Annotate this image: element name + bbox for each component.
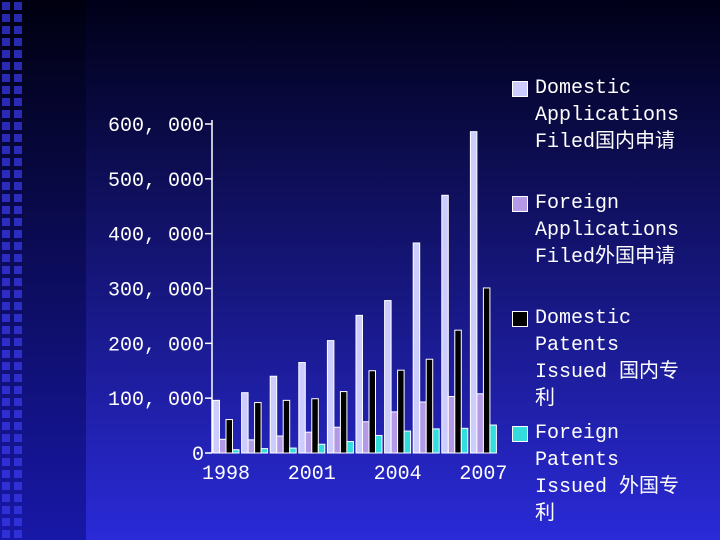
legend-item: Domestic Applications Filed国内申请 (512, 75, 695, 156)
legend-item: Domestic Patents Issued 国内专利 (512, 305, 695, 413)
bar (232, 449, 240, 454)
legend-swatch (512, 311, 528, 327)
legend-swatch (512, 426, 528, 442)
bar (397, 369, 405, 454)
legend-swatch (512, 81, 528, 97)
bar (441, 194, 449, 454)
side-pattern (0, 0, 24, 540)
bar (460, 427, 469, 454)
x-tick-label: 2001 (288, 463, 336, 486)
bar (412, 242, 421, 454)
bar (260, 448, 269, 454)
bar (269, 375, 278, 454)
bar (368, 370, 376, 454)
bar (254, 402, 262, 454)
legend-label: Domestic Patents Issued 国内专利 (535, 307, 680, 411)
bar (355, 314, 363, 454)
bar (454, 329, 462, 454)
bar (425, 358, 434, 454)
legend-swatch (512, 196, 528, 212)
bar (375, 434, 383, 454)
bar (390, 411, 399, 454)
bar (241, 392, 249, 454)
y-tick-label: 200, 000 (108, 334, 204, 357)
y-tick-label: 600, 000 (108, 115, 204, 138)
bar (326, 340, 335, 454)
y-tick-label: 300, 000 (108, 280, 204, 303)
bar (346, 440, 354, 454)
bar (212, 399, 220, 454)
legend-item: Foreign Applications Filed外国申请 (512, 190, 695, 271)
bar (311, 398, 319, 454)
bar (304, 431, 313, 454)
bar (219, 438, 227, 454)
y-tick-label: 100, 000 (108, 389, 204, 412)
bar (362, 421, 370, 454)
y-tick-label: 400, 000 (108, 225, 204, 248)
bar (489, 424, 497, 454)
legend-label: Foreign Applications Filed外国申请 (535, 192, 680, 269)
legend-label: Foreign Patents Issued 外国专利 (535, 422, 680, 526)
x-tick-label: 2004 (374, 463, 422, 486)
x-tick-label: 2007 (459, 463, 507, 486)
bar (469, 131, 478, 454)
bar (317, 443, 326, 454)
bar (282, 399, 291, 454)
bar (384, 300, 392, 454)
y-tick-label: 500, 000 (108, 170, 204, 193)
bar (247, 439, 256, 454)
bar (419, 401, 427, 454)
bar (339, 391, 348, 454)
bar (482, 287, 491, 454)
legend-item: Foreign Patents Issued 外国专利 (512, 420, 695, 528)
x-tick-label: 1998 (202, 463, 250, 486)
bar (298, 362, 306, 454)
bar (432, 428, 440, 454)
bar (289, 447, 297, 454)
bar (276, 435, 284, 454)
y-tick-label: 0 (192, 444, 204, 467)
bar (225, 419, 233, 454)
legend-label: Domestic Applications Filed国内申请 (535, 77, 680, 154)
bar (403, 430, 412, 454)
bar (447, 396, 456, 454)
bar (333, 426, 341, 454)
bar (476, 393, 484, 454)
